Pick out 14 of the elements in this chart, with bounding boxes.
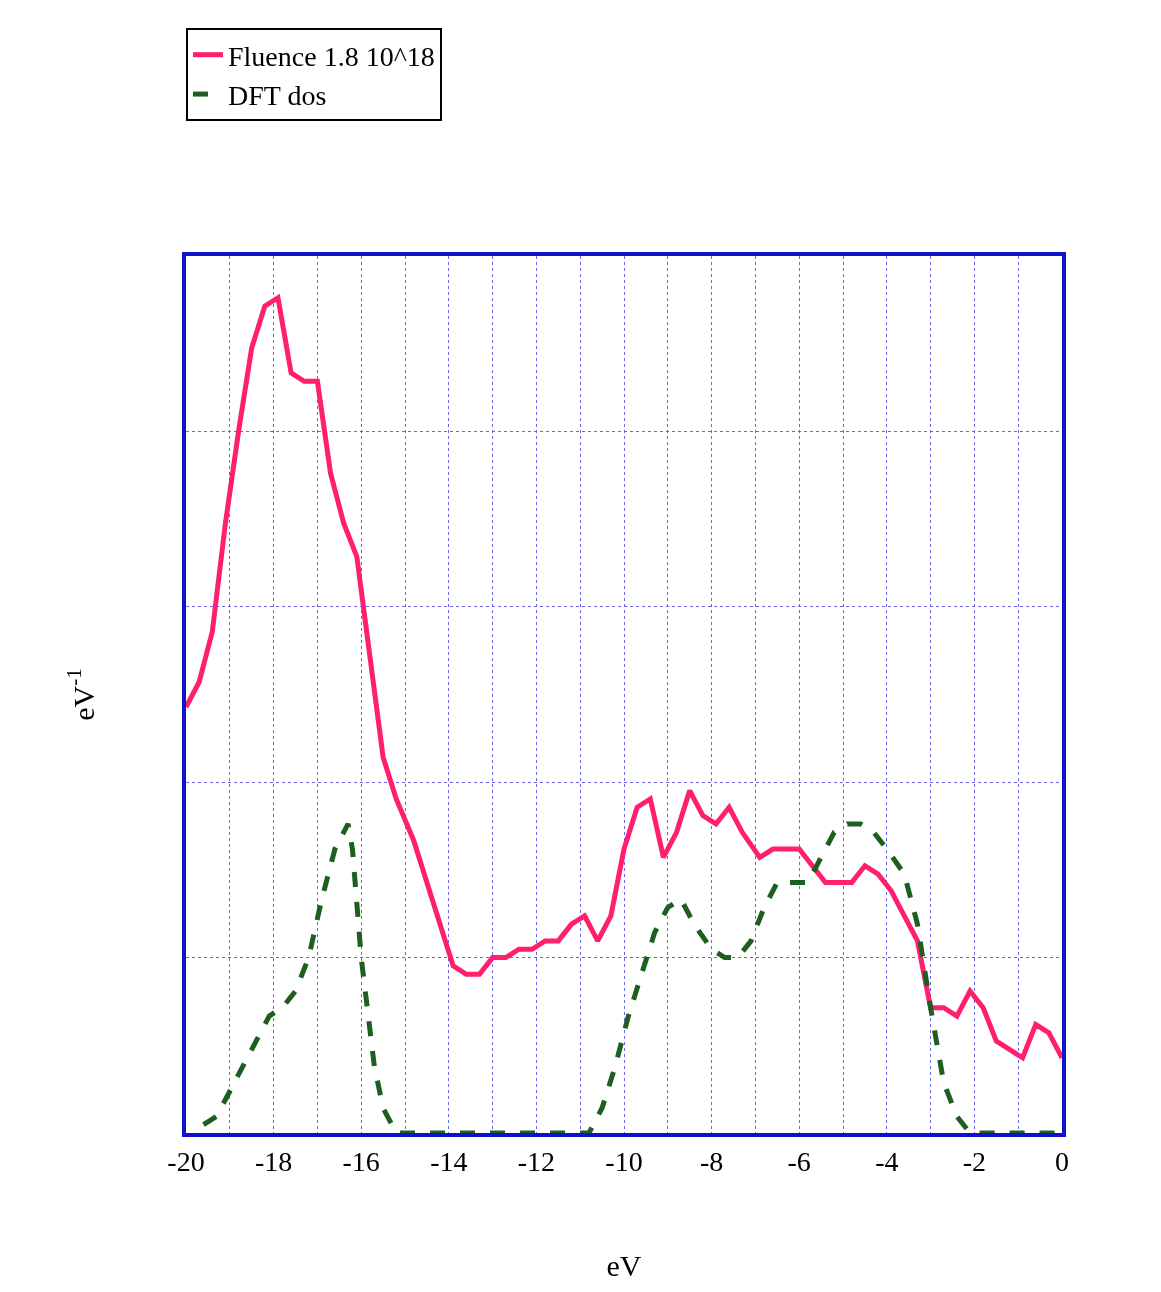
x-tick-label: -6 — [787, 1145, 811, 1177]
x-tick-label: -10 — [605, 1145, 643, 1177]
x-tick-label: -14 — [430, 1145, 468, 1177]
legend-label: Fluence 1.8 10^18 — [228, 40, 435, 72]
x-tick-label: 0 — [1055, 1145, 1069, 1177]
legend-label: DFT dos — [228, 80, 327, 111]
x-tick-label: -12 — [517, 1145, 556, 1177]
x-tick-label: -18 — [254, 1145, 293, 1177]
x-axis-title: eV — [606, 1248, 642, 1282]
x-tick-label: -2 — [962, 1145, 987, 1177]
x-tick-label: -4 — [875, 1145, 899, 1177]
x-tick-label: -8 — [699, 1145, 724, 1177]
x-tick-label: -20 — [167, 1145, 205, 1177]
x-tick-label: -16 — [342, 1145, 380, 1177]
